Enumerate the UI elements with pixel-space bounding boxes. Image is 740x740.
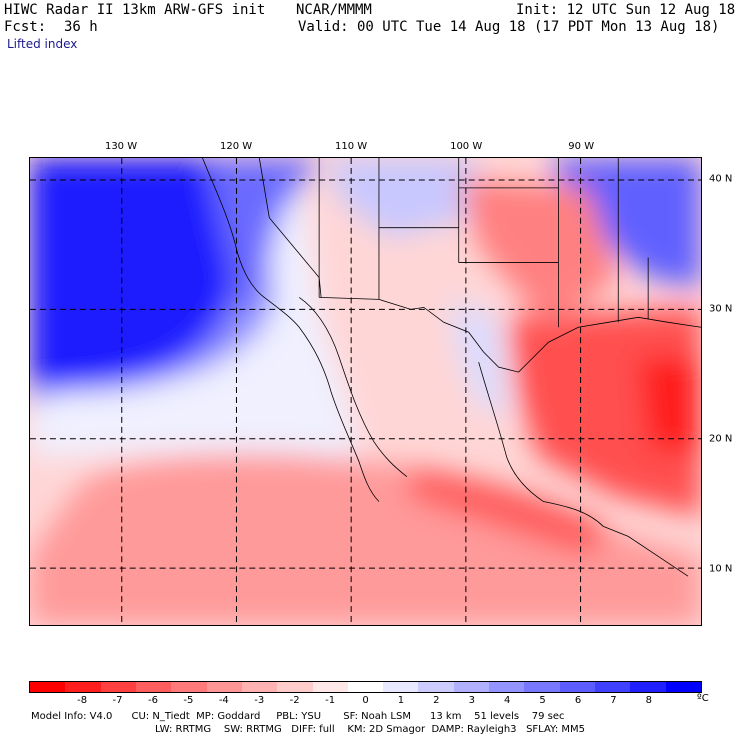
colorbar-tick-label: 7 bbox=[610, 695, 617, 706]
colorbar-tick-label: 8 bbox=[645, 695, 653, 706]
colorbar-tick-label: -7 bbox=[112, 695, 123, 706]
colorbar-tick-label: 6 bbox=[574, 695, 582, 706]
field-name: Lifted index bbox=[7, 37, 78, 51]
pacific-stable-medium bbox=[30, 158, 275, 407]
lifted-index-map bbox=[29, 157, 702, 626]
latitude-label: 20 N bbox=[709, 433, 733, 445]
colorbar-segment bbox=[312, 682, 348, 692]
colorbar-tick-label: 3 bbox=[468, 695, 475, 706]
model-info-line1: Model Info: V4.0 CU: N_Tiedt MP: Goddard… bbox=[31, 711, 565, 722]
organization: NCAR/MMMM bbox=[296, 2, 372, 18]
mexico-plateau-stable bbox=[448, 297, 509, 417]
colorbar-tick-label: 2 bbox=[433, 695, 440, 706]
coastal-stable bbox=[204, 158, 320, 308]
forecast-label: Fcst: bbox=[4, 19, 47, 35]
colorbar-segment bbox=[418, 682, 454, 692]
valid-time: Valid: 00 UTC Tue 14 Aug 18 (17 PDT Mon … bbox=[298, 19, 720, 35]
great-basin-stable bbox=[329, 158, 479, 238]
colorbar-segment bbox=[135, 682, 172, 692]
colorbar-tick-label: -2 bbox=[289, 695, 300, 706]
latitude-label: 30 N bbox=[709, 303, 733, 315]
colorbar-segment bbox=[65, 682, 101, 692]
colorbar-tick-label: -5 bbox=[183, 695, 194, 706]
colorbar-segment bbox=[524, 682, 560, 692]
colorbar-segment bbox=[100, 682, 136, 692]
colorbar-segment bbox=[30, 682, 66, 692]
longitude-label: 100 W bbox=[450, 141, 483, 152]
init-time: Init: 12 UTC Sun 12 Aug 18 bbox=[516, 2, 736, 18]
colorbar-tick-label: 4 bbox=[503, 695, 511, 706]
colorbar-tick-label: 0 bbox=[362, 695, 369, 706]
model-info-line2: LW: RRTMG SW: RRTMG DIFF: full KM: 2D Sm… bbox=[155, 724, 585, 735]
colorbar-tick-label: 1 bbox=[397, 695, 405, 706]
colorbar-segment bbox=[489, 682, 525, 692]
colorbar-segment bbox=[665, 682, 701, 692]
longitude-label: 110 W bbox=[335, 141, 368, 152]
colorbar-tick-label: -6 bbox=[147, 695, 158, 706]
colorbar-tick-label: -8 bbox=[77, 695, 88, 706]
caribbean-unstable bbox=[638, 357, 701, 457]
colorbar-tick-label: -1 bbox=[325, 695, 336, 706]
colorbar-segment bbox=[277, 682, 313, 692]
colorbar-segment bbox=[347, 682, 384, 692]
forecast-hour: 36 h bbox=[64, 19, 98, 35]
political-boundaries bbox=[202, 158, 701, 577]
mexico-coast-unstable bbox=[408, 466, 609, 557]
colorbar-segment bbox=[383, 682, 419, 692]
longitude-label: 90 W bbox=[568, 141, 595, 152]
field-shading bbox=[30, 158, 701, 625]
product-title: HIWC Radar II 13km ARW-GFS init bbox=[4, 2, 266, 18]
longitude-label: 120 W bbox=[219, 141, 253, 152]
colorbar-segment bbox=[559, 682, 595, 692]
colorbar-segment bbox=[206, 682, 242, 692]
colorbar-segment bbox=[595, 682, 631, 692]
latitude-label: 40 N bbox=[709, 173, 733, 185]
colorbar-segment bbox=[171, 682, 207, 692]
colorbar-unit: ºC bbox=[697, 693, 709, 704]
colorbar-segment bbox=[630, 682, 666, 692]
colorbar-segment bbox=[453, 682, 490, 692]
pacific-stable-strong bbox=[30, 158, 241, 407]
colorbar bbox=[29, 681, 702, 693]
lat-lon-gridlines bbox=[30, 158, 701, 625]
latitude-label: 10 N bbox=[709, 563, 733, 575]
longitude-label: 130 W bbox=[104, 141, 138, 152]
colorbar-tick-label: 5 bbox=[539, 695, 546, 706]
colorbar-tick-label: -4 bbox=[218, 695, 229, 706]
texas-unstable bbox=[458, 177, 619, 328]
colorbar-tick-label: -3 bbox=[254, 695, 265, 706]
colorbar-segment bbox=[241, 682, 278, 692]
east-pacific-unstable bbox=[30, 452, 701, 625]
